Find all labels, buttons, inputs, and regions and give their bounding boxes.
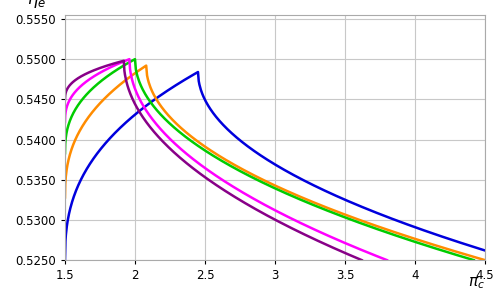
Line: Пle=1.4: Пle=1.4: [65, 59, 387, 260]
Line: Пle=1.1: Пle=1.1: [65, 72, 485, 260]
Пle=1.1: [62, 258, 68, 262]
Пle=1.3: [74, 106, 80, 109]
Пle=1.4: [384, 258, 390, 262]
Пle=1.5: [62, 97, 68, 101]
Пle=1.4: [360, 249, 366, 252]
Пle=1.5: [359, 258, 365, 262]
Пle=1.3: [198, 146, 204, 150]
Пle=1.4: [115, 62, 121, 65]
Пle=1.2: [482, 258, 488, 262]
Line: Пle=1.3: Пle=1.3: [65, 59, 474, 260]
Пle=1.4: [62, 120, 68, 124]
Пle=1.3: [351, 219, 357, 222]
Line: Пle=1.2: Пle=1.2: [65, 65, 485, 260]
Пle=1.1: [97, 148, 103, 152]
Пle=1.5: [110, 62, 116, 65]
Пle=1.5: [72, 79, 78, 82]
Пle=1.4: [293, 219, 299, 222]
Пle=1.5: [274, 219, 280, 223]
Пle=1.2: [84, 118, 89, 122]
Пle=1.1: [456, 240, 462, 244]
Пle=1.3: [80, 96, 86, 100]
Пle=1.4: [126, 57, 132, 61]
Пle=1.5: [168, 147, 173, 151]
Пle=1.1: [380, 214, 386, 217]
Пle=1.2: [210, 150, 216, 153]
Пle=1.5: [121, 59, 127, 62]
Пle=1.2: [76, 131, 82, 135]
Пle=1.3: [132, 57, 138, 61]
Text: $\pi_c$: $\pi_c$: [468, 275, 485, 291]
Пle=1.2: [362, 220, 368, 224]
Пle=1.2: [62, 196, 68, 199]
Пle=1.3: [471, 258, 477, 262]
Пle=1.1: [195, 70, 201, 74]
Пle=1.4: [73, 89, 79, 93]
Пle=1.2: [129, 74, 135, 77]
Пle=1.3: [120, 64, 126, 68]
Line: Пle=1.5: Пle=1.5: [65, 61, 362, 260]
Пle=1.3: [440, 249, 446, 252]
Text: $\eta_e$: $\eta_e$: [27, 0, 46, 10]
Пle=1.1: [251, 149, 257, 153]
Пle=1.1: [482, 249, 488, 252]
Пle=1.4: [177, 146, 183, 150]
Пle=1.2: [143, 64, 149, 67]
Пle=1.3: [62, 151, 68, 155]
Пle=1.1: [172, 84, 178, 88]
Пle=1.5: [78, 75, 84, 79]
Пle=1.5: [336, 249, 342, 252]
Пle=1.4: [79, 83, 85, 87]
Пle=1.2: [450, 249, 456, 253]
Пle=1.1: [84, 166, 90, 170]
